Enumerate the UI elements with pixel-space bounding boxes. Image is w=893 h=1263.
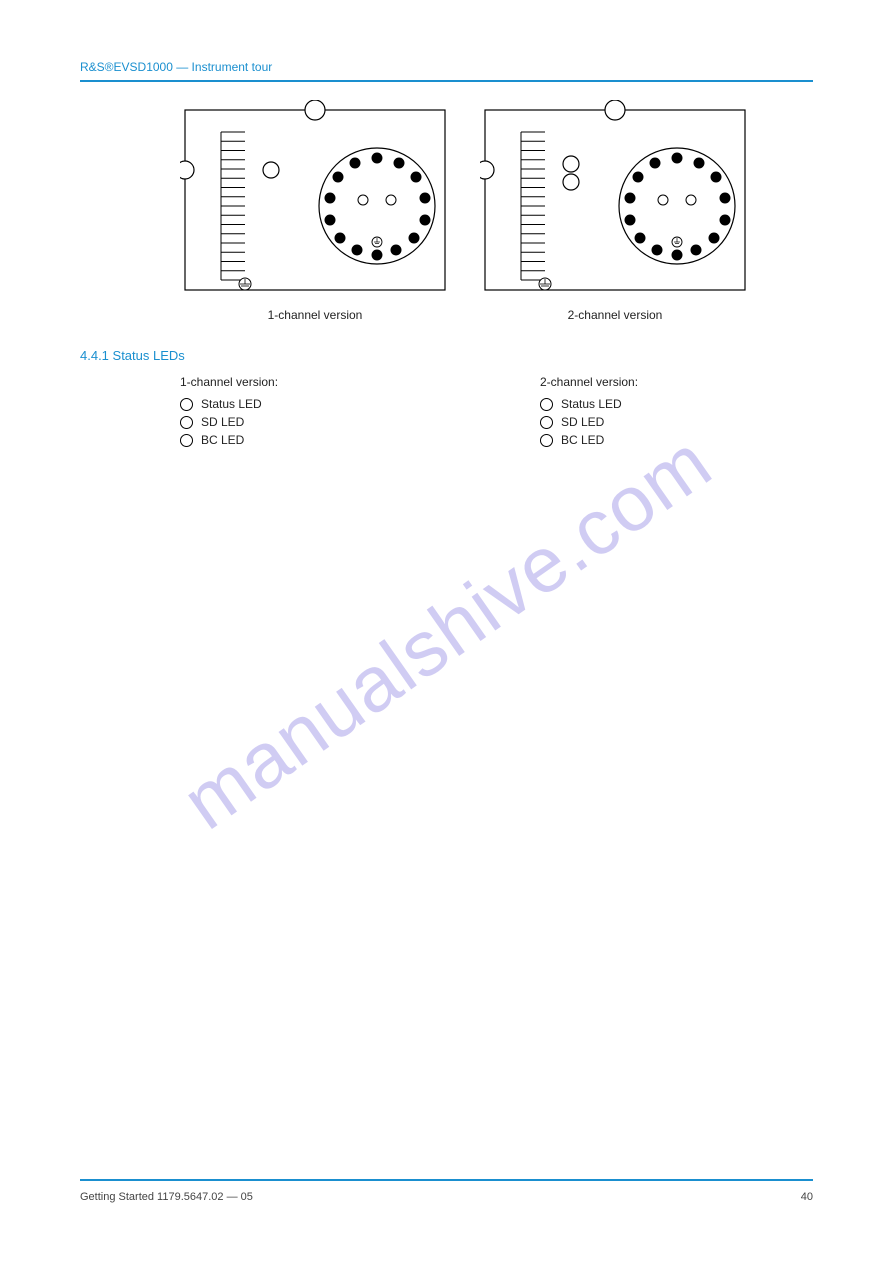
led-item-right-2: BC LED [540, 433, 750, 447]
top-rule [80, 80, 813, 82]
led-item-left-2: BC LED [180, 433, 390, 447]
led-item-right-0: Status LED [540, 397, 750, 411]
diagram-2ch: 2-channel version [480, 100, 750, 322]
led-item-left-1: SD LED [180, 415, 390, 429]
section-title: 4.4.1 Status LEDs [80, 348, 813, 363]
led-label: SD LED [201, 415, 244, 429]
footer-right: 40 [801, 1191, 813, 1203]
led-label: Status LED [201, 397, 262, 411]
led-circle-icon [180, 416, 193, 429]
footer-left: Getting Started 1179.5647.02 — 05 [80, 1191, 253, 1203]
label-2ch: 2-channel version [480, 308, 750, 322]
led-label: Status LED [561, 397, 622, 411]
watermark: manualshive.com [166, 416, 728, 847]
led-item-left-0: Status LED [180, 397, 390, 411]
led-label: BC LED [561, 433, 604, 447]
diagram-1ch: 1-channel version [180, 100, 450, 322]
led-item-right-1: SD LED [540, 415, 750, 429]
led-circle-icon [180, 398, 193, 411]
page-content: R&S®EVSD1000 — Instrument tour 1-channel… [80, 60, 813, 1203]
led-col-2ch: 2-channel version: Status LED SD LED BC LE… [540, 375, 750, 451]
led-col-1ch: 1-channel version: Status LED SD LED BC LE… [180, 375, 390, 451]
diagram-2ch-svg [480, 100, 750, 295]
led-circle-icon [540, 398, 553, 411]
led-col-1ch-title: 1-channel version: [180, 375, 390, 389]
bottom-rule [80, 1179, 813, 1181]
diagram-1ch-svg [180, 100, 450, 295]
led-col-2ch-title: 2-channel version: [540, 375, 750, 389]
led-descriptions: 1-channel version: Status LED SD LED BC LE… [180, 375, 813, 451]
label-1ch: 1-channel version [180, 308, 450, 322]
led-circle-icon [180, 434, 193, 447]
diagrams-row: 1-channel version 2-channel version [180, 100, 813, 322]
led-label: BC LED [201, 433, 244, 447]
running-head: R&S®EVSD1000 — Instrument tour [80, 60, 813, 74]
footer: Getting Started 1179.5647.02 — 05 40 [80, 1179, 813, 1203]
led-circle-icon [540, 416, 553, 429]
led-circle-icon [540, 434, 553, 447]
led-label: SD LED [561, 415, 604, 429]
